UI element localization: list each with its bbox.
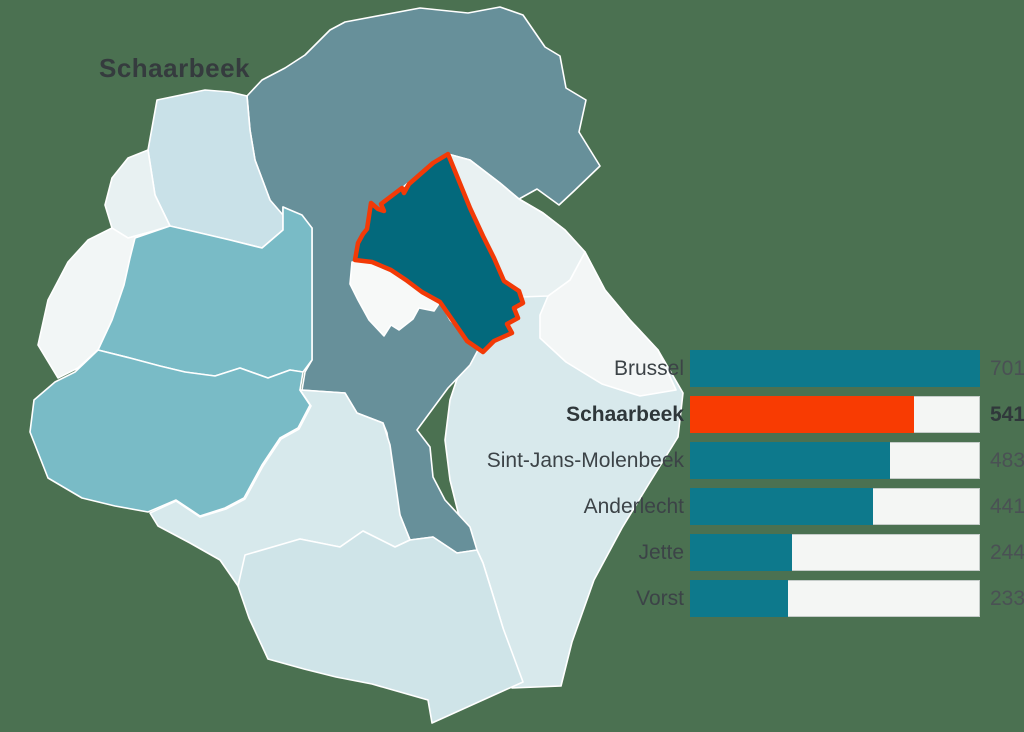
bar-value: 441 [990, 494, 1024, 518]
bar-value: 701 [990, 356, 1024, 380]
bar-track[interactable] [690, 350, 980, 387]
bar-track[interactable] [690, 442, 980, 479]
bar-fill [690, 534, 793, 571]
bar-label: Sint-Jans-Molenbeek [486, 448, 684, 472]
bar-row-anderlecht: Anderlecht 441 [484, 488, 1024, 525]
bar-track[interactable] [690, 534, 980, 571]
bar-label: Vorst [636, 586, 684, 610]
map-region-schaarbeek-highlighted[interactable] [352, 151, 526, 355]
bar-value: 541 [990, 402, 1024, 426]
bar-fill [690, 396, 915, 433]
map-title: Schaarbeek [99, 53, 250, 83]
bar-row-brussel: Brussel 701 [484, 350, 1024, 387]
bar-value: 483 [990, 448, 1024, 472]
bar-row-schaarbeek: Schaarbeek 541 [484, 396, 1024, 433]
bar-fill [690, 442, 891, 479]
bar-fill [690, 350, 980, 387]
map-region-ukkel[interactable] [237, 530, 524, 724]
map-region-anderlecht[interactable] [29, 349, 311, 517]
bar-label: Jette [638, 540, 684, 564]
bar-row-vorst: Vorst 233 [484, 580, 1024, 617]
bar-value: 244 [990, 540, 1024, 564]
bar-row-jette: Jette 244 [484, 534, 1024, 571]
bar-label: Anderlecht [583, 494, 684, 518]
bar-fill [690, 580, 788, 617]
bar-label: Brussel [613, 356, 684, 380]
bar-row-sint-jans-molenbeek: Sint-Jans-Molenbeek 483 [484, 442, 1024, 479]
bar-label: Schaarbeek [566, 402, 684, 426]
bar-track[interactable] [690, 396, 980, 433]
map-region-sint-agatha-berchem[interactable] [37, 227, 151, 379]
bar-track[interactable] [690, 488, 980, 525]
bar-fill [690, 488, 874, 525]
bar-track[interactable] [690, 580, 980, 617]
bar-chart: Brussel 701 Schaarbeek 541 Sint-Jans-Mol… [484, 350, 1024, 626]
bar-value: 233 [990, 586, 1024, 610]
